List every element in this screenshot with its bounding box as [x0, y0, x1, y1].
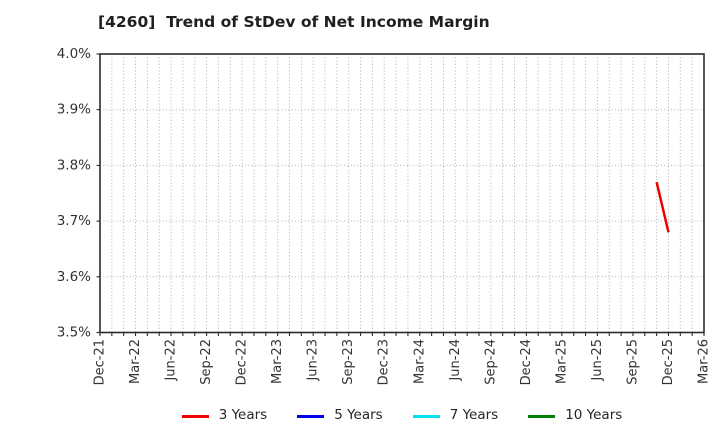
legend: 3 Years 5 Years 7 Years 10 Years: [100, 403, 704, 429]
legend-swatch-10-years: [528, 414, 556, 418]
x-tick-label: Dec-22: [235, 339, 250, 385]
x-tick-label: Dec-23: [377, 339, 392, 385]
y-tick-label: 3.5%: [57, 325, 91, 341]
x-tick-label: Mar-23: [270, 339, 285, 384]
x-tick-label: Sep-25: [625, 339, 640, 385]
y-tick-label: 3.7%: [57, 213, 91, 229]
x-tick-label: Dec-25: [661, 339, 676, 385]
x-tick-label: Sep-24: [483, 339, 498, 385]
legend-item-10-years: 10 Years: [528, 409, 622, 423]
x-tick-label: Sep-22: [199, 339, 214, 385]
y-tick-label: 3.8%: [57, 157, 91, 173]
legend-label-7-years: 7 Years: [449, 407, 499, 424]
legend-swatch-5-years: [297, 414, 325, 418]
x-tick-label: Mar-22: [128, 339, 143, 384]
legend-swatch-7-years: [412, 414, 440, 418]
x-tick-label: Dec-24: [519, 339, 534, 385]
x-tick-label: Mar-24: [412, 339, 427, 384]
y-tick-label: 4.0%: [57, 46, 91, 62]
y-tick-labels: 4.0% 3.9% 3.8% 3.7% 3.6% 3.5%: [57, 46, 91, 341]
x-tick-label: Jun-22: [164, 339, 179, 382]
y-tick-label: 3.9%: [57, 102, 91, 118]
legend-swatch-3-years: [181, 414, 209, 418]
series-line-3-years: [655, 181, 670, 233]
legend-label-3-years: 3 Years: [218, 407, 268, 424]
x-tick-label: Jun-24: [448, 339, 463, 382]
x-tick-labels: Dec-21 Mar-22 Jun-22 Sep-22 Dec-22 Mar-23 Jun-…: [93, 339, 712, 385]
legend-item-7-years: 7 Years: [412, 407, 499, 424]
axis-ticks: [96, 53, 705, 336]
chart-title: [4260] Trend of StDev of Net Income Marg…: [98, 13, 490, 31]
legend-label-5-years: 5 Years: [334, 407, 383, 424]
x-tick-label: Mar-26: [697, 339, 712, 384]
legend-item-5-years: 5 Years: [297, 409, 383, 423]
x-tick-label: Dec-21: [93, 339, 108, 385]
legend-label-10-years: 10 Years: [565, 407, 623, 424]
x-tick-label: Jun-23: [306, 339, 321, 382]
x-tick-label: Sep-23: [341, 339, 356, 385]
gridlines: [100, 54, 704, 333]
plot-border: [99, 53, 705, 334]
x-tick-label: Mar-25: [554, 339, 569, 384]
legend-item-3-years: 3 Years: [181, 407, 268, 424]
x-tick-label: Jun-25: [590, 339, 605, 382]
y-tick-label: 3.6%: [57, 269, 91, 285]
